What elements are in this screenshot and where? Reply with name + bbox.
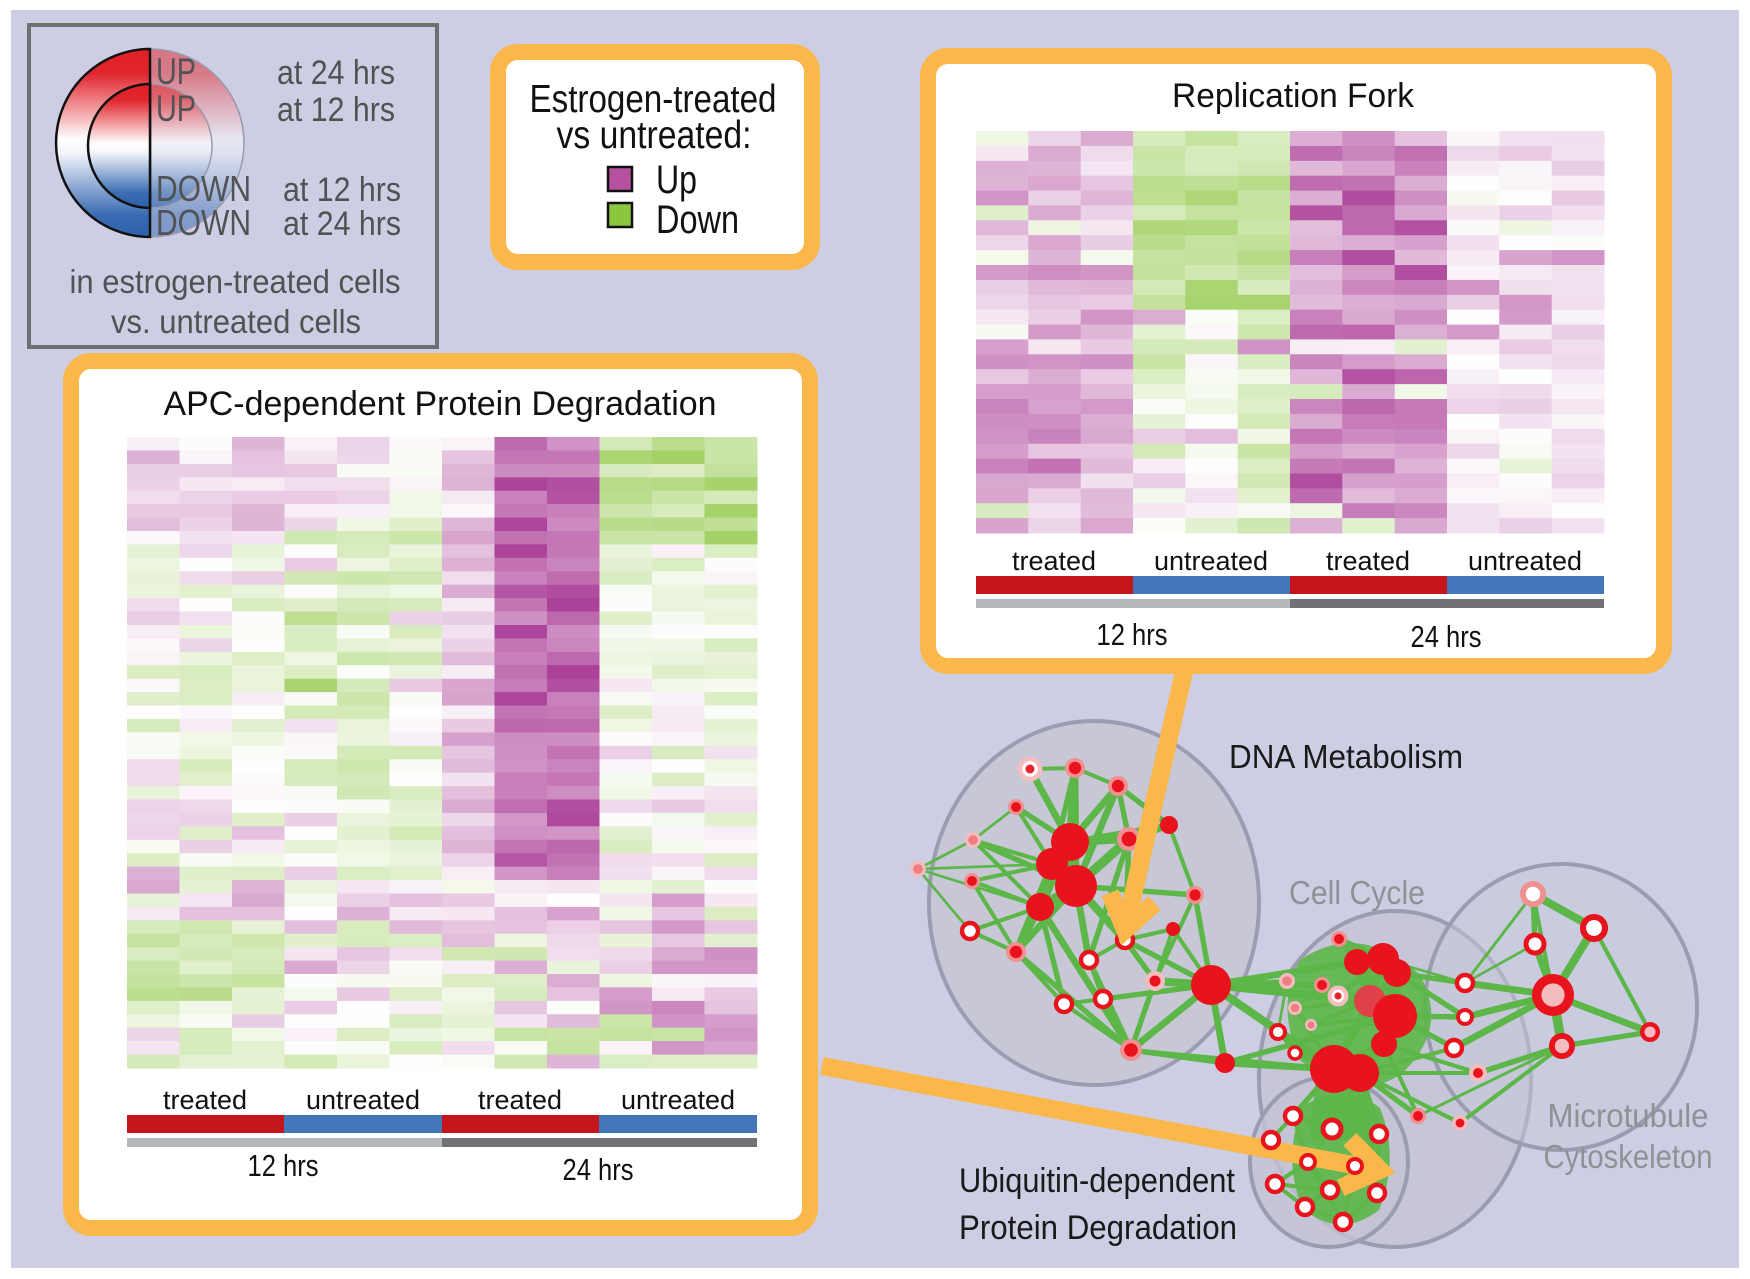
svg-text:Cytoskeleton: Cytoskeleton — [1544, 1138, 1713, 1175]
svg-text:Microtubule: Microtubule — [1548, 1097, 1709, 1134]
svg-text:at 24 hrs: at 24 hrs — [277, 54, 395, 92]
svg-text:at 12 hrs: at 12 hrs — [277, 91, 395, 129]
svg-text:UP: UP — [156, 51, 196, 92]
svg-text:treated: treated — [478, 1085, 562, 1115]
svg-text:24 hrs: 24 hrs — [1411, 619, 1482, 654]
svg-text:12 hrs: 12 hrs — [248, 1148, 319, 1183]
svg-text:UP: UP — [156, 88, 196, 129]
svg-text:treated: treated — [1326, 546, 1410, 576]
svg-text:24 hrs: 24 hrs — [563, 1152, 634, 1187]
svg-text:Cell Cycle: Cell Cycle — [1289, 874, 1425, 911]
svg-text:vs untreated:: vs untreated: — [557, 114, 752, 157]
svg-text:untreated: untreated — [621, 1085, 735, 1115]
svg-text:DOWN: DOWN — [156, 202, 251, 243]
svg-text:Up: Up — [656, 158, 697, 202]
svg-text:untreated: untreated — [1154, 546, 1268, 576]
svg-text:vs. untreated cells: vs. untreated cells — [111, 303, 361, 340]
svg-text:treated: treated — [163, 1085, 247, 1115]
svg-text:at 24 hrs: at 24 hrs — [283, 205, 401, 243]
svg-text:DNA Metabolism: DNA Metabolism — [1229, 738, 1463, 775]
svg-text:Ubiquitin-dependent: Ubiquitin-dependent — [959, 1162, 1235, 1200]
svg-text:untreated: untreated — [306, 1085, 420, 1115]
svg-text:Replication Fork: Replication Fork — [1172, 77, 1415, 115]
svg-text:in estrogen-treated cells: in estrogen-treated cells — [70, 263, 401, 300]
svg-text:untreated: untreated — [1468, 546, 1582, 576]
svg-text:Estrogen-treated: Estrogen-treated — [530, 78, 777, 121]
svg-text:Protein Degradation: Protein Degradation — [959, 1209, 1237, 1247]
svg-text:Down: Down — [656, 198, 739, 242]
svg-text:DOWN: DOWN — [156, 168, 251, 209]
svg-text:treated: treated — [1012, 546, 1096, 576]
svg-text:APC-dependent Protein Degradat: APC-dependent Protein Degradation — [164, 385, 717, 423]
svg-text:12 hrs: 12 hrs — [1097, 617, 1168, 652]
svg-text:at 12 hrs: at 12 hrs — [283, 171, 401, 209]
